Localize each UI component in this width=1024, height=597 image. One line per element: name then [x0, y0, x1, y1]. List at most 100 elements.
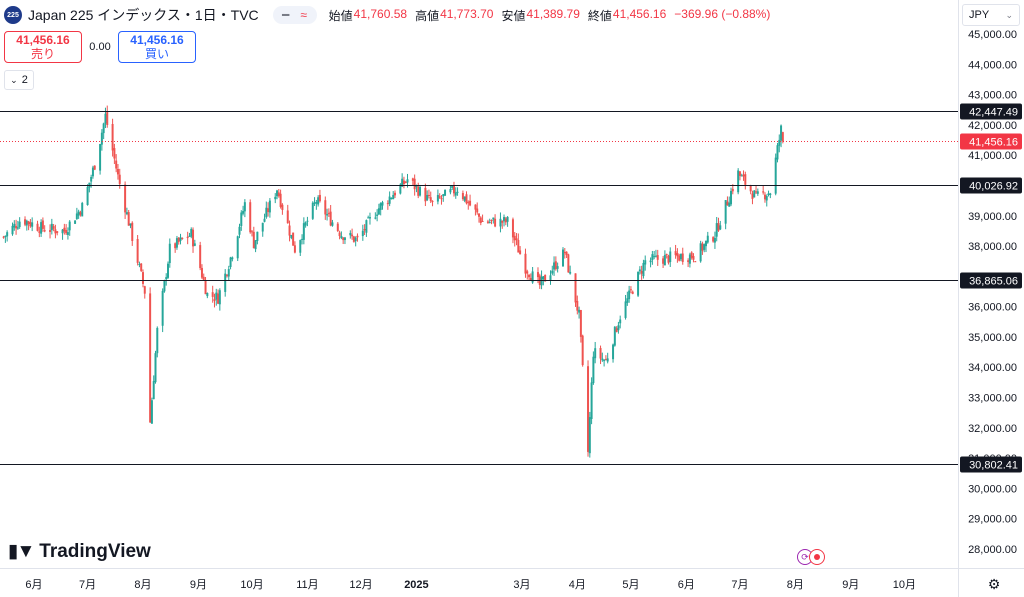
candle-body	[292, 232, 295, 246]
candle-body	[540, 276, 543, 286]
low-value: 41,389.79	[526, 6, 580, 21]
candle-body	[401, 178, 404, 187]
candle-body	[152, 381, 155, 400]
candle-body	[517, 240, 520, 253]
candle-body	[25, 220, 28, 226]
candle-body	[486, 221, 489, 223]
candle-body	[281, 204, 284, 210]
candle-body	[592, 356, 595, 384]
candle-body	[469, 200, 472, 206]
x-tick-label: 4月	[569, 579, 586, 591]
price-axis[interactable]: 28,000.0029,000.0030,000.0031,000.0032,0…	[960, 29, 1022, 556]
candle-body	[363, 228, 366, 231]
candle-body	[150, 400, 153, 424]
candle-body	[104, 113, 107, 124]
chart-legend: 225 Japan 225 インデックス・1日・TVC ━ ≈ 始値 41,76…	[4, 4, 770, 26]
candle-body	[393, 192, 396, 196]
candle-body	[755, 191, 758, 193]
candle-body	[488, 222, 491, 224]
sell-label: 売り	[30, 47, 55, 61]
candle-body	[91, 167, 94, 177]
candle-body	[551, 270, 554, 274]
candle-body	[140, 263, 143, 271]
candle-body	[456, 191, 459, 193]
legend-toggle[interactable]: ━ ≈	[272, 6, 317, 24]
candle-body	[626, 298, 629, 303]
earnings-marker-icon[interactable]	[809, 549, 825, 565]
candle-body	[579, 310, 582, 337]
candle-body	[613, 326, 616, 346]
x-tick-label: 3月	[513, 579, 530, 591]
candle-body	[744, 174, 747, 185]
spread-value: 0.00	[89, 41, 111, 53]
candle-body	[478, 213, 480, 217]
x-tick-label: 8月	[134, 579, 151, 591]
chart-title[interactable]: Japan 225 インデックス・1日・TVC	[28, 7, 259, 23]
candle-body	[765, 196, 768, 201]
candle-body	[238, 226, 241, 235]
candle-body	[774, 157, 777, 194]
candle-body	[317, 197, 320, 205]
candle-body	[251, 231, 254, 233]
collapse-indicators-button[interactable]: ⌄ 2	[4, 70, 34, 90]
tradingview-logo[interactable]: ▮▼ TradingView	[8, 540, 151, 563]
sell-button[interactable]: 41,456.16 売り	[4, 31, 82, 63]
settings-gear-icon[interactable]: ⚙	[987, 576, 1001, 592]
candle-body	[252, 231, 255, 249]
candle-body	[240, 212, 243, 226]
candle-body	[13, 223, 16, 228]
close-value: 41,456.16	[612, 6, 667, 21]
candle-body	[730, 190, 733, 205]
candle-body	[81, 202, 84, 217]
buy-button[interactable]: 41,456.16 買い	[118, 31, 196, 63]
hide-icon[interactable]: ━	[282, 8, 290, 22]
y-tick-label: 42,000.00	[968, 120, 1017, 132]
hline-label: 36,865.06	[969, 276, 1018, 288]
candle-body	[156, 327, 159, 354]
source-icon[interactable]: ≈	[300, 8, 307, 22]
candle-body	[181, 237, 184, 239]
candle-body	[243, 202, 246, 212]
candle-body	[576, 300, 579, 311]
candle-body	[77, 211, 80, 216]
open-label: 始値	[328, 8, 353, 23]
candle-body	[379, 203, 382, 210]
candle-body	[368, 217, 371, 219]
candle-body	[265, 207, 268, 218]
candle-body	[426, 194, 429, 201]
x-tick-label: 7月	[731, 579, 748, 591]
candle-body	[756, 191, 759, 194]
candle-body	[536, 272, 539, 278]
candle-body	[449, 189, 452, 193]
candle-body	[594, 348, 597, 359]
candle-body	[29, 222, 32, 227]
candle-body	[749, 185, 752, 192]
candle-body	[762, 191, 765, 193]
symbol-logo: 225	[4, 6, 22, 24]
sell-price: 41,456.16	[16, 33, 70, 47]
candle-body	[279, 193, 282, 207]
candle-body	[116, 169, 119, 175]
candle-body	[490, 219, 493, 221]
candle-body	[329, 211, 332, 226]
candle-body	[52, 226, 55, 229]
candle-body	[326, 214, 329, 216]
candle-body	[562, 249, 565, 267]
candle-body	[54, 229, 57, 234]
candle-body	[565, 251, 568, 255]
candle-body	[553, 262, 556, 270]
candle-body	[99, 144, 102, 171]
candle-body	[712, 237, 715, 242]
currency-selector[interactable]: JPY ⌄	[962, 4, 1020, 26]
candle-body	[93, 165, 96, 170]
candle-body	[463, 196, 466, 201]
candle-body	[402, 180, 405, 185]
candle-body	[549, 275, 552, 281]
candle-body	[476, 208, 479, 213]
time-axis[interactable]: 6月 7月 8月 9月 10月 11月 12月 2025 3月 4月 5月 6月 7月 8月 9月 10月	[25, 579, 916, 591]
candle-body	[149, 293, 152, 423]
candle-body	[340, 235, 343, 238]
candle-body	[529, 278, 532, 281]
hline-label-bg	[960, 103, 1022, 120]
